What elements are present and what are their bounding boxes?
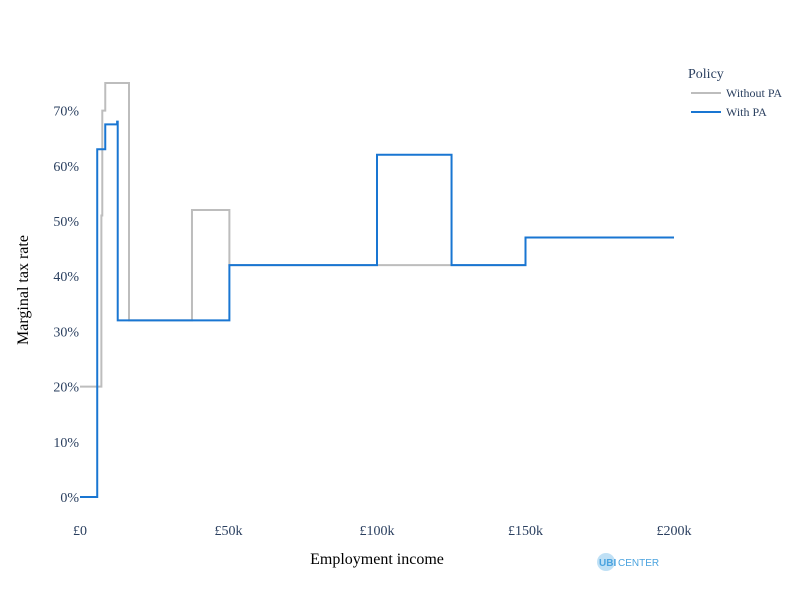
y-tick-label: 60%	[53, 160, 79, 175]
x-tick-label: £200k	[657, 524, 692, 539]
x-axis-title: Employment income	[310, 551, 444, 568]
x-tick-label: £50k	[215, 524, 243, 539]
series-line-with-pa[interactable]	[80, 120, 674, 498]
logo-text-center: CENTER	[618, 558, 659, 569]
legend-item-without-pa[interactable]: Without PA	[691, 86, 782, 100]
logo-text-ubi: UBI	[599, 558, 616, 569]
y-tick-label: 40%	[53, 270, 79, 285]
y-tick-label: 70%	[53, 105, 79, 120]
legend-item-with-pa[interactable]: With PA	[691, 105, 767, 119]
legend-label-without-pa: Without PA	[726, 86, 782, 100]
y-axis-title: Marginal tax rate	[15, 235, 32, 345]
y-tick-label: 10%	[53, 436, 79, 451]
legend-label-with-pa: With PA	[726, 105, 767, 119]
ubi-center-logo: UBI CENTER	[597, 553, 659, 571]
x-axis-ticks: £0 £50k £100k £150k £200k	[73, 524, 692, 539]
logo-bubble-icon	[597, 553, 615, 571]
y-axis-ticks: 0% 10% 20% 30% 40% 50% 60% 70%	[53, 105, 79, 506]
x-tick-label: £100k	[360, 524, 395, 539]
series-layer	[80, 82, 674, 498]
x-tick-label: £150k	[508, 524, 543, 539]
y-tick-label: 0%	[60, 491, 79, 506]
legend-title: Policy	[688, 67, 724, 82]
y-tick-label: 30%	[53, 325, 79, 340]
legend: Policy Without PA With PA	[688, 67, 782, 119]
x-tick-label: £0	[73, 524, 87, 539]
y-tick-label: 50%	[53, 215, 79, 230]
y-tick-label: 20%	[53, 381, 79, 396]
